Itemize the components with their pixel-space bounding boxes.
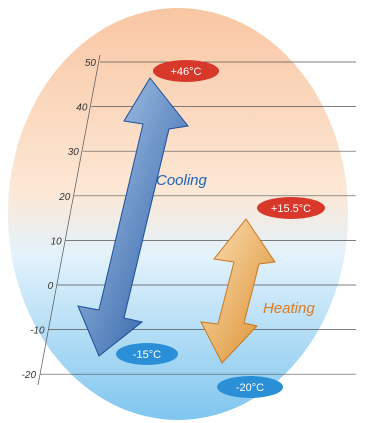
scale-tick-label: 40 (76, 103, 88, 114)
cooling-min-badge: -15°C (116, 343, 178, 365)
heating-max-label: +15.5°C (271, 203, 311, 215)
heating-min-label: -20°C (236, 382, 264, 394)
scale-tick-label: -20 (22, 370, 37, 381)
heating-arrow (200, 218, 276, 364)
scale-tick-label: 0 (48, 281, 54, 292)
heating-label: Heating (263, 300, 315, 317)
scale-tick-label: 30 (68, 147, 80, 158)
scale-tick-label: 20 (58, 192, 71, 203)
cooling-label: Cooling (156, 172, 208, 189)
heating-max-badge: +15.5°C (257, 197, 325, 219)
cooling-max-label: +46°C (170, 66, 201, 78)
scale-tick-label: -10 (30, 326, 45, 337)
scale-axis (37, 54, 101, 386)
cooling-min-label: -15°C (133, 349, 161, 361)
scale-tick-label: 10 (51, 236, 63, 247)
cooling-max-badge: +46°C (153, 60, 219, 82)
heating-min-badge: -20°C (217, 376, 283, 398)
scale-tick-label: 50 (85, 58, 97, 69)
cooling-arrow (77, 77, 189, 357)
